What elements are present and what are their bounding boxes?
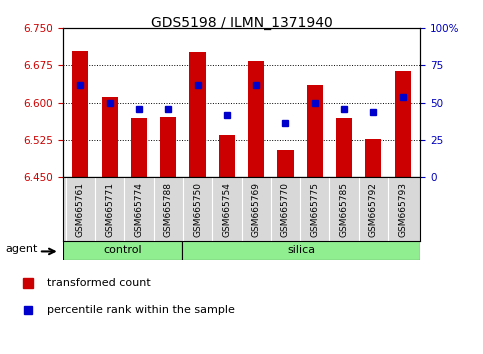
Text: GSM665793: GSM665793	[398, 182, 407, 237]
Text: GSM665769: GSM665769	[252, 182, 261, 237]
Bar	[160, 116, 176, 177]
Bar	[101, 97, 118, 177]
Bar	[248, 61, 264, 177]
Bar	[219, 135, 235, 177]
Bar	[131, 118, 147, 177]
Text: percentile rank within the sample: percentile rank within the sample	[47, 305, 235, 315]
Text: GSM665754: GSM665754	[222, 182, 231, 237]
Text: GSM665750: GSM665750	[193, 182, 202, 237]
Text: GSM665775: GSM665775	[310, 182, 319, 237]
Bar	[365, 139, 382, 177]
Text: transformed count: transformed count	[47, 278, 151, 288]
Text: GSM665792: GSM665792	[369, 182, 378, 237]
Bar	[63, 241, 182, 260]
Text: GSM665761: GSM665761	[76, 182, 85, 237]
Bar	[336, 118, 352, 177]
Text: GSM665771: GSM665771	[105, 182, 114, 237]
Text: silica: silica	[287, 245, 315, 256]
Bar	[182, 241, 420, 260]
Bar	[307, 85, 323, 177]
Text: control: control	[103, 245, 142, 256]
Text: GSM665774: GSM665774	[134, 182, 143, 237]
Text: GDS5198 / ILMN_1371940: GDS5198 / ILMN_1371940	[151, 16, 332, 30]
Bar	[189, 52, 206, 177]
Text: GSM665785: GSM665785	[340, 182, 349, 237]
Text: GSM665770: GSM665770	[281, 182, 290, 237]
Bar	[395, 72, 411, 177]
Bar	[277, 150, 294, 177]
Text: agent: agent	[5, 245, 37, 255]
Bar	[72, 51, 88, 177]
Text: GSM665788: GSM665788	[164, 182, 173, 237]
